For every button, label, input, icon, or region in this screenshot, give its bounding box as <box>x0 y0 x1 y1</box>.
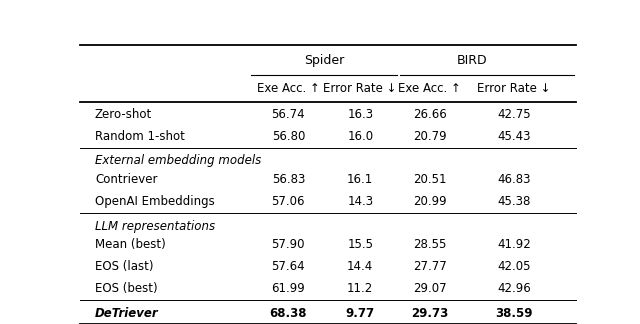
Text: 45.43: 45.43 <box>497 130 531 143</box>
Text: 14.3: 14.3 <box>347 195 373 208</box>
Text: 29.73: 29.73 <box>411 307 448 319</box>
Text: 20.51: 20.51 <box>413 173 447 186</box>
Text: 57.90: 57.90 <box>271 238 305 251</box>
Text: 45.38: 45.38 <box>497 195 531 208</box>
Text: Spider: Spider <box>304 53 344 67</box>
Text: 16.1: 16.1 <box>347 173 373 186</box>
Text: Exe Acc. ↑: Exe Acc. ↑ <box>257 82 320 95</box>
Text: 11.2: 11.2 <box>347 282 373 295</box>
Text: Exe Acc. ↑: Exe Acc. ↑ <box>398 82 461 95</box>
Text: Mean (best): Mean (best) <box>95 238 166 251</box>
Text: 46.83: 46.83 <box>497 173 531 186</box>
Text: 14.4: 14.4 <box>347 260 373 273</box>
Text: 9.77: 9.77 <box>346 307 375 319</box>
Text: 26.66: 26.66 <box>413 108 447 121</box>
Text: EOS (last): EOS (last) <box>95 260 154 273</box>
Text: 42.75: 42.75 <box>497 108 531 121</box>
Text: 28.55: 28.55 <box>413 238 446 251</box>
Text: 57.64: 57.64 <box>271 260 305 273</box>
Text: 20.79: 20.79 <box>413 130 447 143</box>
Text: 68.38: 68.38 <box>269 307 307 319</box>
Text: EOS (best): EOS (best) <box>95 282 157 295</box>
Text: 29.07: 29.07 <box>413 282 447 295</box>
Text: 42.96: 42.96 <box>497 282 531 295</box>
Text: 15.5: 15.5 <box>348 238 373 251</box>
Text: 16.0: 16.0 <box>347 130 373 143</box>
Text: 27.77: 27.77 <box>413 260 447 273</box>
Text: 61.99: 61.99 <box>271 282 305 295</box>
Text: 38.59: 38.59 <box>495 307 532 319</box>
Text: 56.83: 56.83 <box>271 173 305 186</box>
Text: 16.3: 16.3 <box>347 108 373 121</box>
Text: External embedding models: External embedding models <box>95 155 261 168</box>
Text: 41.92: 41.92 <box>497 238 531 251</box>
Text: Zero-shot: Zero-shot <box>95 108 152 121</box>
Text: Random 1-shot: Random 1-shot <box>95 130 185 143</box>
Text: Contriever: Contriever <box>95 173 157 186</box>
Text: OpenAI Embeddings: OpenAI Embeddings <box>95 195 214 208</box>
Text: 56.74: 56.74 <box>271 108 305 121</box>
Text: 42.05: 42.05 <box>497 260 531 273</box>
Text: Error Rate ↓: Error Rate ↓ <box>477 82 551 95</box>
Text: 56.80: 56.80 <box>271 130 305 143</box>
Text: DeTriever: DeTriever <box>95 307 159 319</box>
Text: LLM representations: LLM representations <box>95 220 215 233</box>
Text: 20.99: 20.99 <box>413 195 447 208</box>
Text: Error Rate ↓: Error Rate ↓ <box>323 82 397 95</box>
Text: BIRD: BIRD <box>456 53 487 67</box>
Text: 57.06: 57.06 <box>271 195 305 208</box>
